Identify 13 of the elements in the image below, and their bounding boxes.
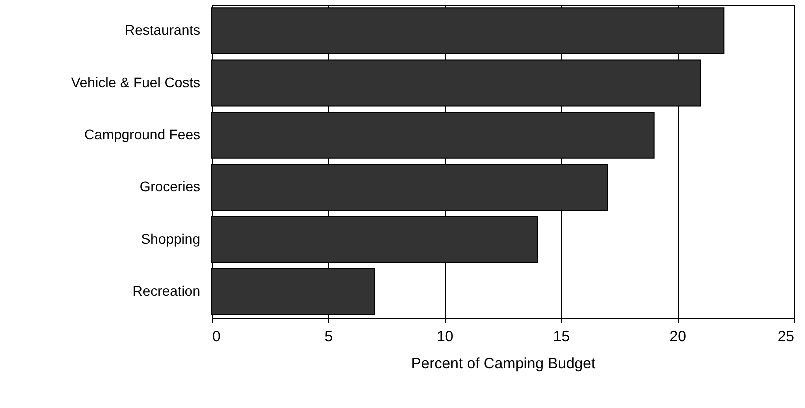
x-tick-label: 5	[324, 328, 334, 346]
x-tick-label: 10	[436, 328, 454, 346]
y-tick-label: Vehicle & Fuel Costs	[71, 74, 200, 90]
x-axis-title: Percent of Camping Budget	[411, 356, 596, 372]
x-tick-label: 15	[553, 328, 570, 346]
x-tick-label: 25	[778, 328, 794, 346]
y-tick-label: Recreation	[132, 282, 200, 299]
y-tick-label: Groceries	[140, 178, 200, 195]
y-tick-label: Shopping	[141, 230, 200, 247]
x-tick-label: 20	[670, 328, 686, 346]
y-tick-label: Campground Fees	[84, 126, 200, 142]
y-tick-label: Restaurants	[125, 22, 200, 38]
x-tick-label: 0	[212, 328, 221, 346]
